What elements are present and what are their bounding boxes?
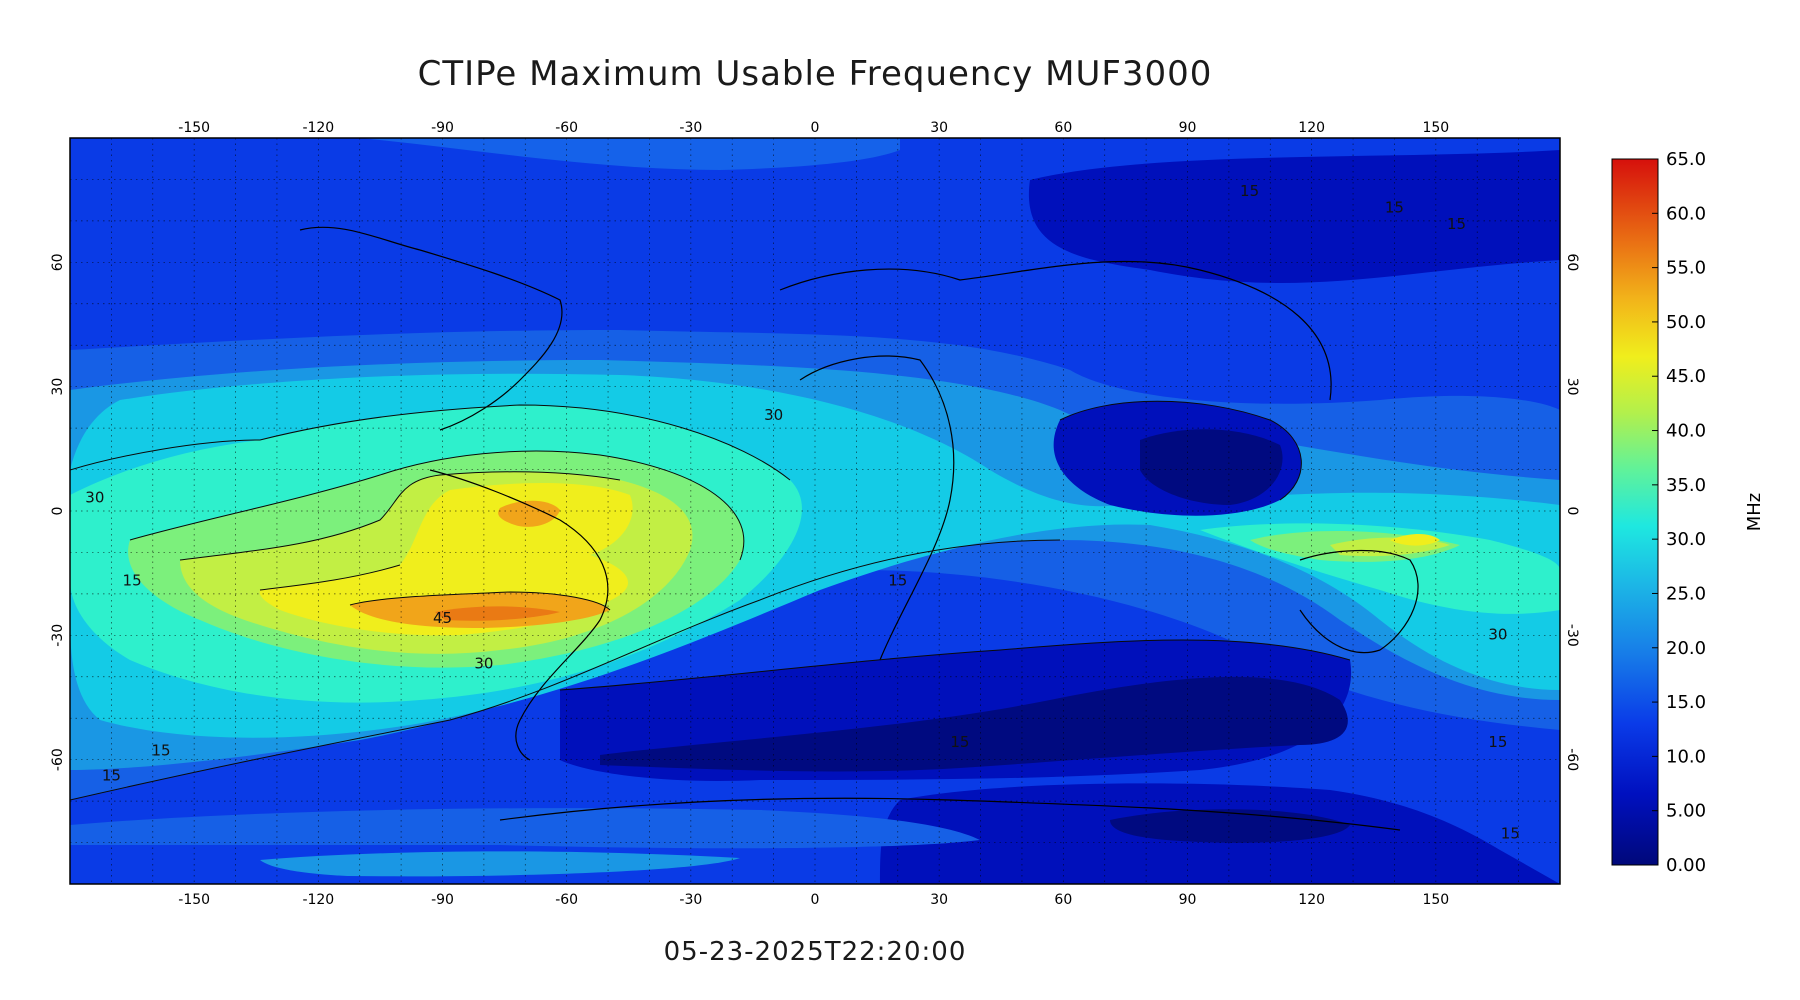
colorbar-tick-label: 60.0 (1666, 203, 1706, 224)
lat-tick-label-left: 0 (50, 507, 66, 516)
contour-label: 15 (888, 572, 907, 590)
lon-tick-label-bottom: -30 (679, 892, 702, 908)
lon-tick-label-top: -150 (178, 120, 210, 136)
lon-tick-label-top: 0 (811, 120, 820, 136)
contour-label: 30 (85, 489, 104, 507)
lon-tick-label-top: -90 (431, 120, 454, 136)
lon-ticks-top: -150 -120 -90 -60 -30 0 30 60 90 120 150 (178, 120, 1449, 136)
colorbar-tick-label: 35.0 (1666, 475, 1706, 496)
lon-tick-label-bottom: 60 (1054, 892, 1072, 908)
contour-label: 30 (474, 654, 493, 672)
lon-tick-label-bottom: 0 (811, 892, 820, 908)
contour-lines (70, 400, 1351, 801)
contour-label: 15 (1501, 824, 1520, 842)
contour-5-south (600, 676, 1348, 772)
contour-label: 30 (1488, 625, 1507, 643)
lon-tick-label-bottom: -120 (302, 892, 334, 908)
contour-50-north (498, 500, 560, 527)
colorbar-tick-label: 10.0 (1666, 746, 1706, 767)
colorbar-tick-label: 55.0 (1666, 258, 1706, 279)
lon-tick-label-top: 90 (1179, 120, 1197, 136)
contour-15-antarctic (70, 808, 980, 849)
colorbar-tick-label: 40.0 (1666, 421, 1706, 442)
colorbar-unit-label: MHz (1744, 493, 1765, 532)
contour-label: 15 (123, 572, 142, 590)
colorbar-tick-label: 65.0 (1666, 149, 1706, 170)
colorbar-tick-label: 50.0 (1666, 312, 1706, 333)
lat-tick-label-left: -60 (50, 748, 66, 771)
coast-north-america (299, 226, 563, 431)
lat-tick-label-right: 60 (1564, 253, 1580, 271)
colorbar (1611, 158, 1659, 866)
lat-tick-label-right: -30 (1564, 624, 1580, 647)
colorbar-tick-label: 20.0 (1666, 638, 1706, 659)
lat-tick-label-left: 30 (50, 378, 66, 396)
lon-tick-label-top: -120 (302, 120, 334, 136)
lon-tick-label-top: 120 (1298, 120, 1325, 136)
coast-australia (1299, 549, 1419, 654)
contour-label: 15 (950, 733, 969, 751)
timestamp: 05-23-2025T22:20:00 (664, 937, 967, 967)
grid (70, 138, 1560, 884)
lon-tick-label-bottom: 90 (1179, 892, 1197, 908)
map-title: CTIPe Maximum Usable Frequency MUF3000 (418, 54, 1213, 94)
lat-tick-label-right: 30 (1564, 378, 1580, 396)
coastlines (299, 226, 1419, 831)
colorbar-tick-label: 25.0 (1666, 583, 1706, 604)
lat-tick-label-right: -60 (1564, 748, 1580, 771)
lat-tick-label-left: -30 (50, 624, 66, 647)
lat-tick-label-right: 0 (1564, 507, 1580, 516)
contour-labels: 30 15 45 30 30 15 15 15 15 15 30 15 15 15 15 (85, 182, 1520, 842)
contour-10-north (1028, 150, 1560, 283)
contour-label: 15 (1240, 182, 1259, 200)
contour-label: 45 (433, 609, 452, 627)
contour-label: 15 (1488, 733, 1507, 751)
colorbar-tick-label: 30.0 (1666, 529, 1706, 550)
colorbar-tick-label: 5.00 (1666, 801, 1706, 822)
contour-label: 15 (1447, 215, 1466, 233)
coast-south-america (429, 469, 609, 761)
coast-africa (799, 355, 955, 661)
contour-45-australia (1390, 534, 1440, 546)
lon-tick-label-top: -60 (555, 120, 578, 136)
contour-label: 15 (1385, 199, 1404, 217)
lon-tick-label-bottom: -150 (178, 892, 210, 908)
contour-55-region (435, 606, 560, 621)
coast-antarctica (499, 797, 1401, 831)
lat-tick-label-left: 60 (50, 253, 66, 271)
lon-tick-label-top: -30 (679, 120, 702, 136)
colorbar-tick-label: 0.00 (1666, 855, 1706, 876)
lon-tick-label-bottom: 30 (930, 892, 948, 908)
lon-tick-label-top: 30 (930, 120, 948, 136)
lon-ticks-bottom: -150 -120 -90 -60 -30 0 30 60 90 120 150 (178, 892, 1449, 908)
lon-tick-label-top: 150 (1422, 120, 1449, 136)
lat-ticks-left: 60 30 0 -30 -60 (50, 253, 66, 771)
lat-ticks-right: 60 30 0 -30 -60 (1564, 253, 1580, 771)
colorbar-ticks: 65.0 60.0 55.0 50.0 45.0 40.0 35.0 30.0 25.0 20.0… (1652, 149, 1706, 876)
contour-label: 15 (102, 766, 121, 784)
lon-tick-label-bottom: 120 (1298, 892, 1325, 908)
lon-tick-label-bottom: -60 (555, 892, 578, 908)
contour-20-antarctic (260, 851, 740, 877)
coast-eurasia (779, 260, 1332, 401)
contour-15-arctic (360, 138, 900, 170)
map-frame (69, 137, 1561, 885)
contour-5-asia (1140, 429, 1283, 505)
contour-label: 15 (152, 742, 171, 760)
contour-label: 30 (764, 406, 783, 424)
lon-tick-label-bottom: -90 (431, 892, 454, 908)
lon-tick-label-bottom: 150 (1422, 892, 1449, 908)
lon-tick-label-top: 60 (1054, 120, 1072, 136)
colorbar-tick-label: 15.0 (1666, 692, 1706, 713)
colorbar-tick-label: 45.0 (1666, 366, 1706, 387)
